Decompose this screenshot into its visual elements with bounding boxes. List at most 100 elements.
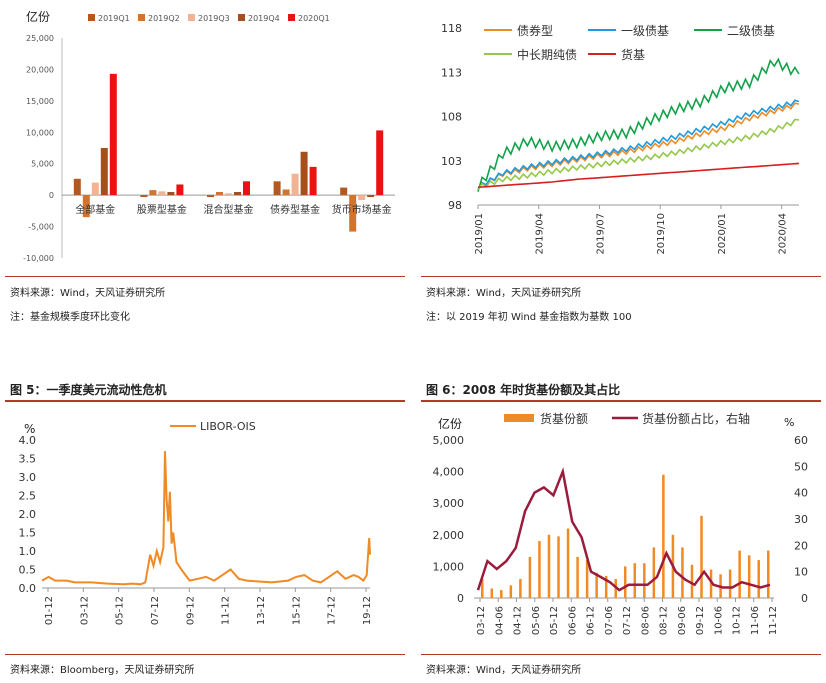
y-tick-label: 0.0 bbox=[19, 582, 37, 595]
y-tick-label: -10,000 bbox=[23, 254, 54, 263]
y-axis-label: 亿份 bbox=[438, 416, 462, 431]
bar bbox=[234, 192, 241, 196]
y-tick-label-right: 0 bbox=[801, 592, 808, 605]
y-tick-label: 25,000 bbox=[26, 34, 54, 43]
series-line bbox=[41, 451, 371, 586]
bar bbox=[519, 579, 522, 598]
legend-label: 二级债基 bbox=[727, 24, 775, 38]
y-axis-label: 亿份 bbox=[26, 9, 50, 24]
x-tick-label: 09-06 bbox=[677, 606, 688, 635]
bar bbox=[738, 550, 741, 598]
bar bbox=[91, 182, 99, 196]
bar bbox=[652, 547, 656, 598]
x-tick-label: 11-12 bbox=[221, 596, 232, 625]
series-line bbox=[477, 162, 800, 189]
y-tick-label: 4.0 bbox=[19, 434, 37, 447]
y-tick-label: 3,000 bbox=[433, 497, 465, 510]
legend-swatch bbox=[88, 14, 95, 21]
y-axis-label: % bbox=[24, 422, 35, 436]
y-tick-label-right: 30 bbox=[794, 513, 808, 526]
legend-label: 货基 bbox=[621, 47, 645, 62]
bar bbox=[662, 474, 665, 598]
x-tick-label: 07-06 bbox=[604, 606, 615, 635]
x-tick-label: 05-12 bbox=[115, 596, 126, 625]
legend-label: 2019Q2 bbox=[148, 14, 180, 23]
x-tick-label: 17-12 bbox=[327, 596, 338, 625]
x-tick-label: 03-12 bbox=[79, 596, 90, 625]
y-tick-label: 3.5 bbox=[19, 453, 37, 466]
y-tick-label-right: 20 bbox=[794, 539, 808, 552]
chart-fund-change-svg: 亿份 25,000 20,000 15,000 10,000 5,000 0 -5,000 -1… bbox=[23, 9, 395, 263]
x-tick-label: 2019/10 bbox=[656, 213, 667, 255]
divider bbox=[5, 654, 405, 655]
x-tick-label: 10-06 bbox=[713, 606, 724, 635]
legend-label: 货基份额 bbox=[540, 411, 588, 426]
y-tick-label-right: 60 bbox=[794, 434, 808, 447]
legend-label: 中长期纯债 bbox=[517, 47, 577, 62]
bar bbox=[73, 178, 81, 196]
bar bbox=[690, 564, 694, 598]
x-tick-label: 08-06 bbox=[640, 606, 651, 635]
chart-mmf-share-svg: 亿份 % 5,000 4,000 3,000 2,000 1,000 0 60 50 40 30 20 1… bbox=[433, 411, 809, 635]
bar bbox=[709, 569, 713, 598]
bar bbox=[576, 556, 579, 598]
bar bbox=[291, 173, 299, 196]
legend-swatch bbox=[504, 414, 534, 422]
bar bbox=[633, 563, 637, 598]
legend-swatch bbox=[288, 14, 295, 21]
x-tick-label: 09-12 bbox=[695, 606, 706, 635]
y-tick-label: 3.0 bbox=[19, 471, 37, 484]
x-tick-label: 19-12 bbox=[362, 596, 373, 625]
y-tick-label: 1.0 bbox=[19, 545, 37, 558]
bar bbox=[358, 195, 366, 201]
x-tick-label: 13-12 bbox=[256, 596, 267, 625]
bar bbox=[500, 590, 503, 598]
chart-bond-index: 118 113 108 103 98 2019/01 2019/04 2019/07 2019/… bbox=[416, 0, 826, 278]
x-tick-label: 11-06 bbox=[750, 606, 761, 635]
y-tick-label: 98 bbox=[448, 199, 462, 212]
bar bbox=[340, 187, 348, 196]
category-label: 债券型基金 bbox=[270, 203, 320, 216]
bar bbox=[282, 189, 290, 196]
x-tick-label: 11-12 bbox=[768, 606, 779, 635]
bar bbox=[681, 547, 684, 598]
footnote: 注：基金规模季度环比变化 bbox=[10, 312, 130, 323]
bar bbox=[300, 151, 308, 196]
series-line bbox=[477, 118, 800, 190]
bar bbox=[595, 572, 598, 598]
x-tick-label: 2020/01 bbox=[717, 213, 728, 255]
figure-title: 图 5：一季度美元流动性危机 bbox=[10, 383, 167, 397]
y-tick-label: -5,000 bbox=[28, 223, 54, 232]
y-tick-label: 20,000 bbox=[26, 65, 54, 74]
divider bbox=[5, 276, 405, 277]
x-tick-label: 03-12 bbox=[476, 606, 487, 635]
bar bbox=[481, 579, 484, 598]
bar bbox=[216, 192, 223, 196]
legend-label: 2019Q4 bbox=[248, 14, 280, 23]
bar bbox=[376, 130, 384, 196]
y-tick-label: 5,000 bbox=[31, 160, 54, 169]
category-label: 全部基金 bbox=[75, 203, 115, 216]
divider bbox=[421, 400, 821, 402]
legend-swatch bbox=[238, 14, 245, 21]
bar bbox=[538, 541, 541, 598]
legend-label: 一级债基 bbox=[621, 24, 669, 38]
source-note: 资料来源：Wind，天风证券研究所 bbox=[426, 288, 582, 299]
bar bbox=[643, 563, 646, 598]
y-axis-label-right: % bbox=[784, 416, 794, 429]
bar bbox=[82, 195, 90, 218]
divider bbox=[5, 400, 405, 402]
legend-label: 2019Q3 bbox=[198, 14, 230, 23]
y-tick-label: 113 bbox=[441, 66, 462, 79]
y-tick-label: 2.0 bbox=[19, 508, 37, 521]
x-tick-label: 05-06 bbox=[531, 606, 542, 635]
chart-fund-change: 亿份 25,000 20,000 15,000 10,000 5,000 0 -5,000 -1… bbox=[0, 0, 410, 278]
legend-label: 货基份额占比，右轴 bbox=[642, 411, 750, 426]
bar bbox=[728, 569, 732, 598]
y-tick-label: 0 bbox=[49, 191, 54, 200]
legend-label: 2020Q1 bbox=[298, 14, 330, 23]
bar bbox=[309, 166, 317, 196]
chart-libor-ois: % 4.0 3.5 3.0 2.5 2.0 1.5 1.0 0.5 0.0 01-12 03-12 05… bbox=[0, 402, 410, 654]
bar bbox=[243, 181, 250, 196]
bar bbox=[557, 536, 560, 598]
